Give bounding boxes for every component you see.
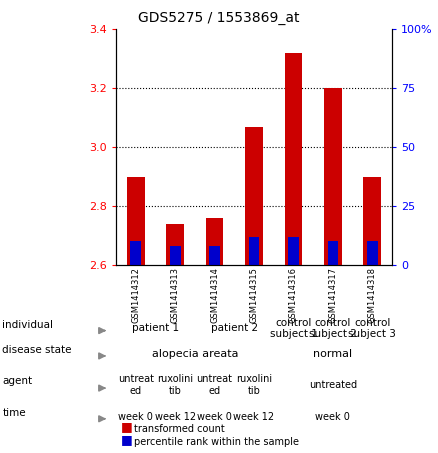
Text: control
subject 1: control subject 1 xyxy=(269,318,318,339)
Text: percentile rank within the sample: percentile rank within the sample xyxy=(134,437,299,447)
Text: ■: ■ xyxy=(120,419,132,433)
Bar xyxy=(245,127,263,265)
Text: alopecia areata: alopecia areata xyxy=(152,349,238,359)
Bar xyxy=(166,224,184,265)
Text: week 0: week 0 xyxy=(197,412,232,422)
Text: time: time xyxy=(2,408,26,418)
Text: ruxolini
tib: ruxolini tib xyxy=(236,374,272,396)
Text: week 0: week 0 xyxy=(315,412,350,422)
Text: week 12: week 12 xyxy=(155,412,196,422)
Text: week 0: week 0 xyxy=(118,412,153,422)
Text: disease state: disease state xyxy=(2,345,72,356)
Text: individual: individual xyxy=(2,320,53,330)
Text: GSM1414318: GSM1414318 xyxy=(368,267,377,323)
Text: agent: agent xyxy=(2,376,32,386)
Bar xyxy=(328,241,338,265)
Text: control
subject 2: control subject 2 xyxy=(309,318,357,339)
Text: GSM1414316: GSM1414316 xyxy=(289,267,298,323)
Text: untreat
ed: untreat ed xyxy=(197,374,233,396)
Bar xyxy=(127,177,145,265)
Text: transformed count: transformed count xyxy=(134,424,224,434)
Text: patient 2: patient 2 xyxy=(211,323,258,333)
Text: week 12: week 12 xyxy=(233,412,275,422)
Text: patient 1: patient 1 xyxy=(132,323,179,333)
Bar xyxy=(209,246,220,265)
Bar xyxy=(288,237,299,265)
Text: untreated: untreated xyxy=(309,380,357,390)
Text: ruxolini
tib: ruxolini tib xyxy=(157,374,193,396)
Text: GDS5275 / 1553869_at: GDS5275 / 1553869_at xyxy=(138,11,300,25)
Text: control
subject 3: control subject 3 xyxy=(348,318,396,339)
Bar xyxy=(170,246,180,265)
Bar xyxy=(364,177,381,265)
Text: GSM1414315: GSM1414315 xyxy=(250,267,258,323)
Text: GSM1414312: GSM1414312 xyxy=(131,267,140,323)
Text: ■: ■ xyxy=(120,433,132,446)
Bar xyxy=(206,218,223,265)
Text: GSM1414317: GSM1414317 xyxy=(328,267,337,323)
Bar xyxy=(285,53,302,265)
Text: GSM1414313: GSM1414313 xyxy=(171,267,180,323)
Bar xyxy=(367,241,378,265)
Text: untreat
ed: untreat ed xyxy=(118,374,154,396)
Bar xyxy=(324,88,342,265)
Text: normal: normal xyxy=(313,349,353,359)
Bar xyxy=(249,237,259,265)
Text: GSM1414314: GSM1414314 xyxy=(210,267,219,323)
Bar xyxy=(131,241,141,265)
